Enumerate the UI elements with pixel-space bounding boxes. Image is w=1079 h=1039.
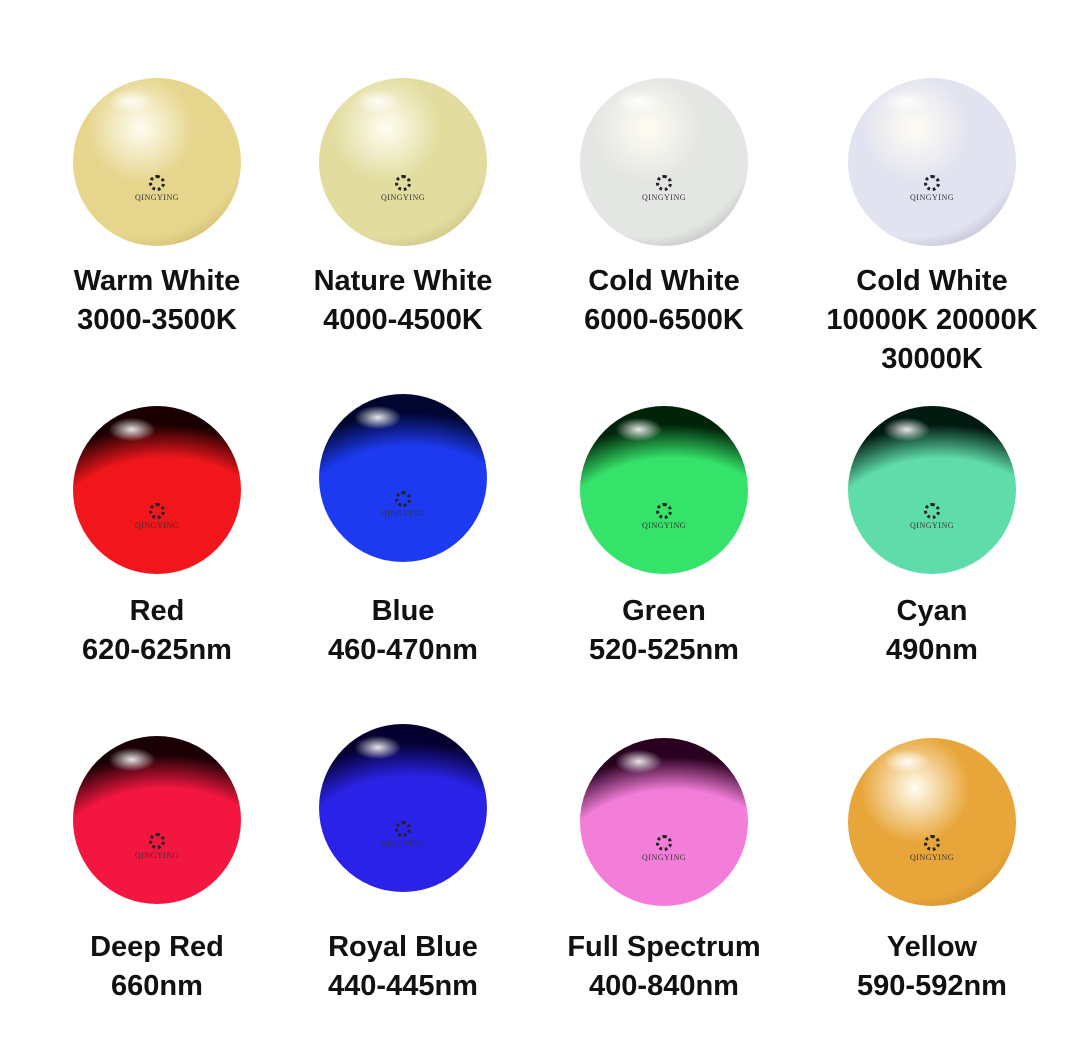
color-label: Cold White 10000K 20000K 30000K bbox=[797, 262, 1067, 379]
highlight-glare bbox=[848, 406, 1016, 574]
highlight-glare bbox=[73, 406, 241, 574]
brand-logo: QINGYING bbox=[910, 503, 954, 530]
logo-q-icon bbox=[656, 835, 672, 852]
brand-logo: QINGYING bbox=[910, 175, 954, 202]
color-spec: 30000K bbox=[881, 343, 983, 375]
color-label: Royal Blue 440-445nm bbox=[268, 928, 538, 1006]
brand-text: QINGYING bbox=[381, 509, 425, 519]
brand-text: QINGYING bbox=[135, 851, 179, 861]
color-label: Deep Red 660nm bbox=[22, 928, 292, 1006]
brand-logo: QINGYING bbox=[381, 821, 425, 848]
brand-logo: QINGYING bbox=[135, 833, 179, 860]
color-name: Green bbox=[622, 595, 706, 627]
logo-q-icon bbox=[924, 835, 940, 852]
brand-text: QINGYING bbox=[135, 521, 179, 531]
color-name: Royal Blue bbox=[328, 931, 478, 963]
brand-text: QINGYING bbox=[642, 193, 686, 203]
color-label: Warm White 3000-3500K bbox=[22, 262, 292, 340]
color-name: Warm White bbox=[73, 265, 241, 297]
highlight-glare bbox=[73, 78, 241, 246]
logo-q-icon bbox=[656, 175, 672, 192]
color-name: Cold White bbox=[856, 265, 1008, 297]
brand-logo: QINGYING bbox=[381, 491, 425, 518]
highlight-glare bbox=[580, 738, 748, 906]
logo-q-icon bbox=[395, 821, 411, 838]
color-spec: 400-840nm bbox=[589, 970, 739, 1002]
brand-logo: QINGYING bbox=[135, 503, 179, 530]
color-spec: 460-470nm bbox=[328, 634, 478, 666]
color-label: Yellow 590-592nm bbox=[797, 928, 1067, 1006]
logo-q-icon bbox=[149, 175, 165, 192]
logo-q-icon bbox=[395, 491, 411, 508]
color-label: Blue 460-470nm bbox=[268, 592, 538, 670]
logo-q-icon bbox=[149, 833, 165, 850]
led-bead-nature-white: QINGYING bbox=[319, 78, 487, 246]
color-name: Nature White bbox=[313, 265, 493, 297]
brand-text: QINGYING bbox=[910, 853, 954, 863]
color-spec: 6000-6500K bbox=[584, 304, 744, 336]
color-label: Nature White 4000-4500K bbox=[268, 262, 538, 340]
color-spec: 590-592nm bbox=[857, 970, 1007, 1002]
logo-q-icon bbox=[656, 503, 672, 520]
highlight-glare bbox=[848, 738, 1016, 906]
highlight-glare bbox=[580, 78, 748, 246]
highlight-glare bbox=[319, 394, 487, 562]
color-name: Yellow bbox=[886, 931, 978, 963]
logo-q-icon bbox=[924, 503, 940, 520]
led-bead-yellow: QINGYING bbox=[848, 738, 1016, 906]
brand-text: QINGYING bbox=[642, 521, 686, 531]
color-name: Red bbox=[129, 595, 185, 627]
brand-text: QINGYING bbox=[910, 193, 954, 203]
color-spec: 520-525nm bbox=[589, 634, 739, 666]
led-bead-royal-blue: QINGYING bbox=[319, 724, 487, 892]
logo-q-icon bbox=[924, 175, 940, 192]
color-name: Cyan bbox=[896, 595, 968, 627]
color-label: Full Spectrum 400-840nm bbox=[529, 928, 799, 1006]
color-name: Full Spectrum bbox=[567, 931, 761, 963]
led-bead-cold-white: QINGYING bbox=[848, 78, 1016, 246]
led-bead-green: QINGYING bbox=[580, 406, 748, 574]
brand-text: QINGYING bbox=[642, 853, 686, 863]
color-label: Cyan 490nm bbox=[797, 592, 1067, 670]
led-bead-blue: QINGYING bbox=[319, 394, 487, 562]
led-bead-deep-red: QINGYING bbox=[73, 736, 241, 904]
color-spec: 4000-4500K bbox=[323, 304, 483, 336]
color-label: Cold White 6000-6500K bbox=[529, 262, 799, 340]
brand-text: QINGYING bbox=[381, 193, 425, 203]
color-label: Red 620-625nm bbox=[22, 592, 292, 670]
color-name: Deep Red bbox=[90, 931, 224, 963]
brand-logo: QINGYING bbox=[642, 175, 686, 202]
brand-text: QINGYING bbox=[381, 839, 425, 849]
brand-text: QINGYING bbox=[910, 521, 954, 531]
color-spec: 10000K 20000K bbox=[826, 304, 1038, 336]
brand-logo: QINGYING bbox=[910, 835, 954, 862]
led-bead-red: QINGYING bbox=[73, 406, 241, 574]
highlight-glare bbox=[848, 78, 1016, 246]
color-spec: 490nm bbox=[886, 634, 978, 666]
brand-text: QINGYING bbox=[135, 193, 179, 203]
brand-logo: QINGYING bbox=[642, 503, 686, 530]
color-spec: 440-445nm bbox=[328, 970, 478, 1002]
led-bead-cold-white: QINGYING bbox=[580, 78, 748, 246]
highlight-glare bbox=[319, 78, 487, 246]
color-spec: 660nm bbox=[111, 970, 203, 1002]
highlight-glare bbox=[73, 736, 241, 904]
color-name: Cold White bbox=[588, 265, 740, 297]
brand-logo: QINGYING bbox=[135, 175, 179, 202]
highlight-glare bbox=[319, 724, 487, 892]
led-bead-full-spectrum: QINGYING bbox=[580, 738, 748, 906]
brand-logo: QINGYING bbox=[381, 175, 425, 202]
logo-q-icon bbox=[149, 503, 165, 520]
brand-logo: QINGYING bbox=[642, 835, 686, 862]
highlight-glare bbox=[580, 406, 748, 574]
led-bead-cyan: QINGYING bbox=[848, 406, 1016, 574]
color-name: Blue bbox=[371, 595, 435, 627]
color-label: Green 520-525nm bbox=[529, 592, 799, 670]
color-spec: 620-625nm bbox=[82, 634, 232, 666]
logo-q-icon bbox=[395, 175, 411, 192]
led-bead-warm-white: QINGYING bbox=[73, 78, 241, 246]
color-spec: 3000-3500K bbox=[77, 304, 237, 336]
